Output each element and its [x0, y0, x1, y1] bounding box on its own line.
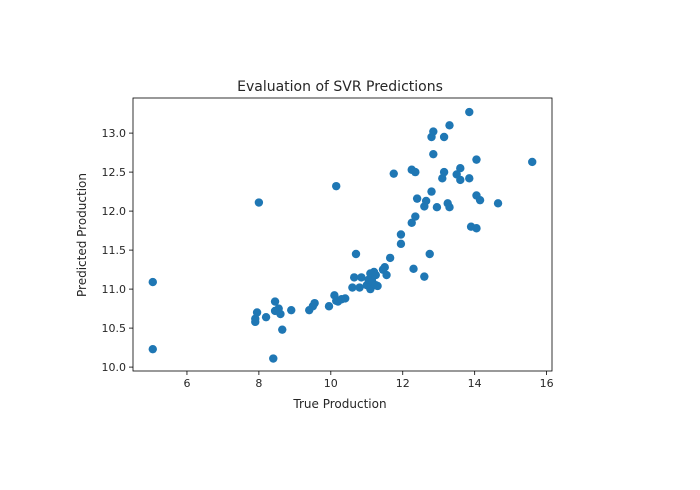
data-point — [432, 203, 442, 212]
data-point — [324, 302, 334, 311]
data-point — [396, 230, 406, 239]
x-tick-label: 12 — [396, 377, 410, 390]
data-point — [396, 239, 406, 249]
data-point — [278, 325, 287, 334]
data-point — [429, 149, 438, 159]
data-point — [421, 196, 431, 206]
y-tick-label: 11.5 — [102, 244, 127, 257]
data-point — [456, 175, 465, 185]
data-point — [456, 164, 465, 173]
x-tick-label: 8 — [255, 377, 262, 390]
data-point — [287, 305, 296, 315]
data-point — [254, 198, 264, 207]
data-point — [472, 224, 481, 233]
data-point — [427, 187, 436, 196]
data-point — [349, 273, 359, 282]
data-point — [420, 272, 429, 281]
data-point — [472, 155, 481, 164]
data-point — [357, 273, 366, 282]
data-point — [332, 181, 341, 191]
data-point — [252, 308, 262, 317]
data-point — [341, 294, 350, 303]
y-tick-label: 10.0 — [102, 361, 127, 374]
y-axis-label: Predicted Production — [75, 173, 89, 297]
y-tick-label: 11.0 — [102, 283, 127, 296]
data-point — [382, 270, 391, 280]
y-tick-label: 10.5 — [102, 322, 127, 335]
data-point — [411, 212, 420, 221]
chart-title: Evaluation of SVR Predictions — [237, 79, 443, 95]
data-point — [373, 281, 382, 291]
data-point — [411, 167, 420, 177]
data-point — [493, 199, 503, 208]
plot-frame — [132, 97, 553, 372]
data-point — [465, 174, 474, 183]
data-point — [465, 107, 474, 117]
data-point — [445, 203, 454, 212]
data-point — [251, 317, 260, 327]
y-tick-label: 12.0 — [102, 205, 127, 218]
data-point — [475, 195, 485, 205]
data-point — [310, 298, 319, 308]
data-point — [429, 127, 438, 136]
data-point — [412, 194, 422, 203]
x-tick-label: 16 — [540, 377, 554, 390]
data-point — [380, 263, 389, 272]
x-tick-label: 10 — [324, 377, 338, 390]
data-point — [351, 249, 361, 259]
data-points — [148, 107, 537, 363]
data-point — [148, 344, 157, 354]
y-tick-label: 13.0 — [102, 127, 127, 140]
data-point — [389, 169, 398, 178]
data-point — [445, 121, 454, 130]
data-point — [348, 283, 357, 292]
data-point — [148, 277, 157, 287]
data-point — [409, 264, 418, 274]
data-point — [261, 312, 271, 322]
x-tick-label: 14 — [468, 377, 482, 390]
data-point — [371, 270, 380, 280]
x-axis-ticks: 6 8 10 12 14 16 — [183, 371, 554, 390]
data-point — [269, 354, 278, 363]
data-point — [528, 157, 537, 167]
x-axis-label: True Production — [292, 397, 386, 411]
data-point — [276, 309, 285, 319]
data-point — [439, 132, 449, 142]
data-point — [270, 297, 280, 306]
data-point — [439, 167, 449, 177]
data-point — [425, 249, 434, 259]
data-point — [385, 253, 395, 263]
y-tick-label: 12.5 — [102, 166, 127, 179]
data-point — [407, 218, 416, 227]
data-point — [355, 283, 364, 292]
x-tick-label: 6 — [183, 377, 190, 390]
y-axis-ticks: 10.0 10.5 11.0 11.5 12.0 12.5 13.0 — [102, 127, 133, 374]
